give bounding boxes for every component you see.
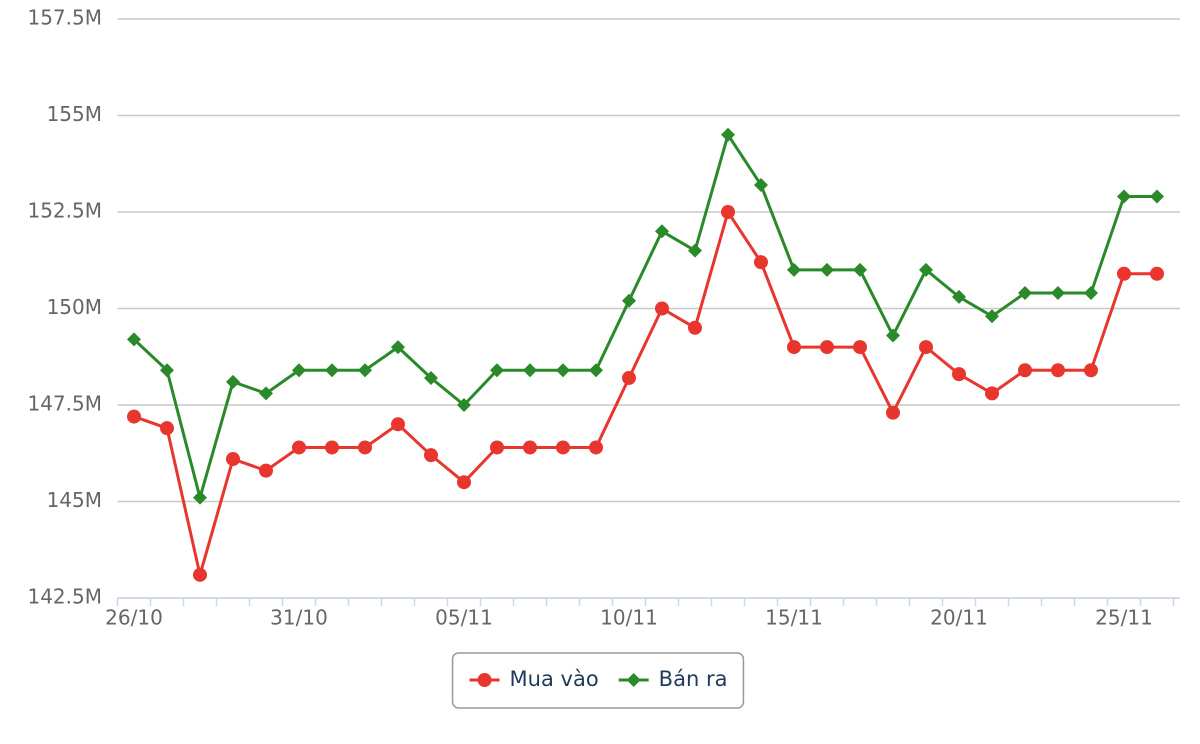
y-tick-label: 157.5M: [27, 6, 102, 30]
point: [919, 340, 933, 355]
point: [424, 370, 438, 385]
x-tick-label: 25/11: [1095, 606, 1153, 630]
point: [1117, 266, 1131, 281]
point: [325, 440, 339, 455]
point: [853, 340, 867, 355]
point: [820, 262, 834, 277]
point: [952, 367, 966, 382]
point: [985, 386, 999, 401]
point: [688, 320, 702, 335]
y-tick-label: 147.5M: [27, 392, 102, 416]
point: [226, 452, 240, 467]
point: [1018, 286, 1032, 301]
point: [1051, 286, 1065, 301]
point: [358, 363, 372, 378]
point: [721, 205, 735, 219]
point: [457, 475, 471, 490]
point: [160, 363, 174, 378]
x-tick-label: 26/10: [105, 606, 163, 630]
point: [787, 262, 801, 277]
point: [1150, 189, 1164, 204]
point: [688, 243, 702, 258]
point: [556, 440, 570, 455]
point: [589, 440, 603, 455]
point: [193, 490, 207, 505]
point: [391, 417, 405, 432]
point: [127, 332, 141, 347]
legend-marker: [477, 673, 492, 687]
legend: Mua vào Bán ra: [451, 652, 745, 709]
point: [523, 440, 537, 455]
x-tick-label: 15/11: [765, 606, 823, 630]
point: [1084, 363, 1098, 378]
point: [556, 363, 570, 378]
point: [853, 262, 867, 277]
point: [787, 340, 801, 355]
y-tick-label: 145M: [47, 488, 102, 512]
point: [490, 440, 504, 455]
point: [292, 363, 306, 378]
point: [1051, 363, 1065, 378]
point: [259, 463, 273, 478]
point: [622, 370, 636, 385]
y-tick-label: 152.5M: [27, 199, 102, 223]
point: [655, 224, 669, 239]
point: [622, 293, 636, 308]
x-tick-label: 20/11: [930, 606, 988, 630]
point: [259, 386, 273, 401]
point: [1018, 363, 1032, 378]
point: [127, 409, 141, 424]
point: [655, 301, 669, 316]
legend-label: Bán ra: [659, 667, 728, 691]
point: [358, 440, 372, 455]
y-tick-label: 150M: [47, 295, 102, 319]
y-tick-label: 142.5M: [27, 585, 102, 609]
legend-label: Mua vào: [510, 667, 599, 691]
y-tick-label: 155M: [47, 102, 102, 126]
point: [391, 340, 405, 355]
x-tick-label: 05/11: [435, 606, 493, 630]
point: [985, 309, 999, 324]
point: [325, 363, 339, 378]
point: [754, 255, 768, 270]
point: [1117, 189, 1131, 204]
point: [457, 398, 471, 412]
point: [820, 340, 834, 355]
point: [589, 363, 603, 378]
point: [292, 440, 306, 455]
point: [424, 448, 438, 463]
series-line: [132, 131, 1157, 504]
point: [919, 262, 933, 277]
legend-marker: [626, 673, 641, 687]
point: [1150, 266, 1164, 281]
point: [886, 405, 900, 420]
point: [721, 127, 735, 142]
point: [490, 363, 504, 378]
point: [523, 363, 537, 378]
point: [160, 421, 174, 436]
point: [226, 374, 240, 389]
legend-box: [451, 652, 745, 709]
point: [886, 328, 900, 343]
point: [952, 289, 966, 304]
x-tick-label: 10/11: [600, 606, 658, 630]
point: [193, 567, 207, 582]
point: [754, 177, 768, 192]
point: [1084, 286, 1098, 301]
x-tick-label: 31/10: [270, 606, 328, 630]
